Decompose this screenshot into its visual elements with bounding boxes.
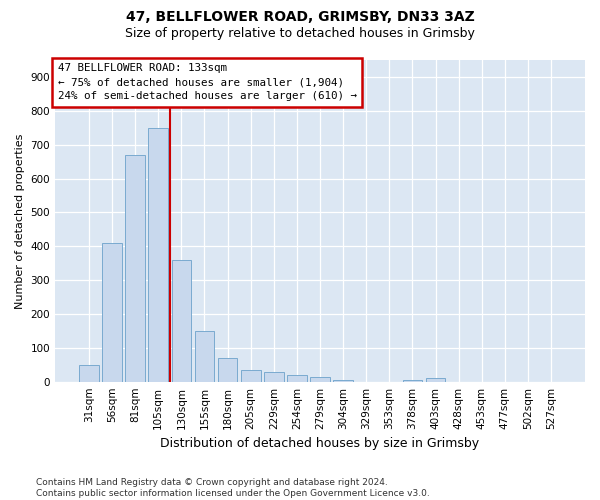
Y-axis label: Number of detached properties: Number of detached properties — [15, 133, 25, 308]
Bar — [310, 376, 330, 382]
Bar — [403, 380, 422, 382]
Bar — [241, 370, 260, 382]
Bar — [102, 243, 122, 382]
Bar — [79, 364, 99, 382]
Bar — [172, 260, 191, 382]
Text: 47, BELLFLOWER ROAD, GRIMSBY, DN33 3AZ: 47, BELLFLOWER ROAD, GRIMSBY, DN33 3AZ — [125, 10, 475, 24]
Bar — [148, 128, 168, 382]
Text: Size of property relative to detached houses in Grimsby: Size of property relative to detached ho… — [125, 28, 475, 40]
X-axis label: Distribution of detached houses by size in Grimsby: Distribution of detached houses by size … — [160, 437, 479, 450]
Text: 47 BELLFLOWER ROAD: 133sqm
← 75% of detached houses are smaller (1,904)
24% of s: 47 BELLFLOWER ROAD: 133sqm ← 75% of deta… — [58, 63, 356, 101]
Bar — [125, 155, 145, 382]
Bar — [287, 375, 307, 382]
Bar — [334, 380, 353, 382]
Bar — [264, 372, 284, 382]
Bar — [218, 358, 238, 382]
Text: Contains HM Land Registry data © Crown copyright and database right 2024.
Contai: Contains HM Land Registry data © Crown c… — [36, 478, 430, 498]
Bar — [194, 331, 214, 382]
Bar — [426, 378, 445, 382]
